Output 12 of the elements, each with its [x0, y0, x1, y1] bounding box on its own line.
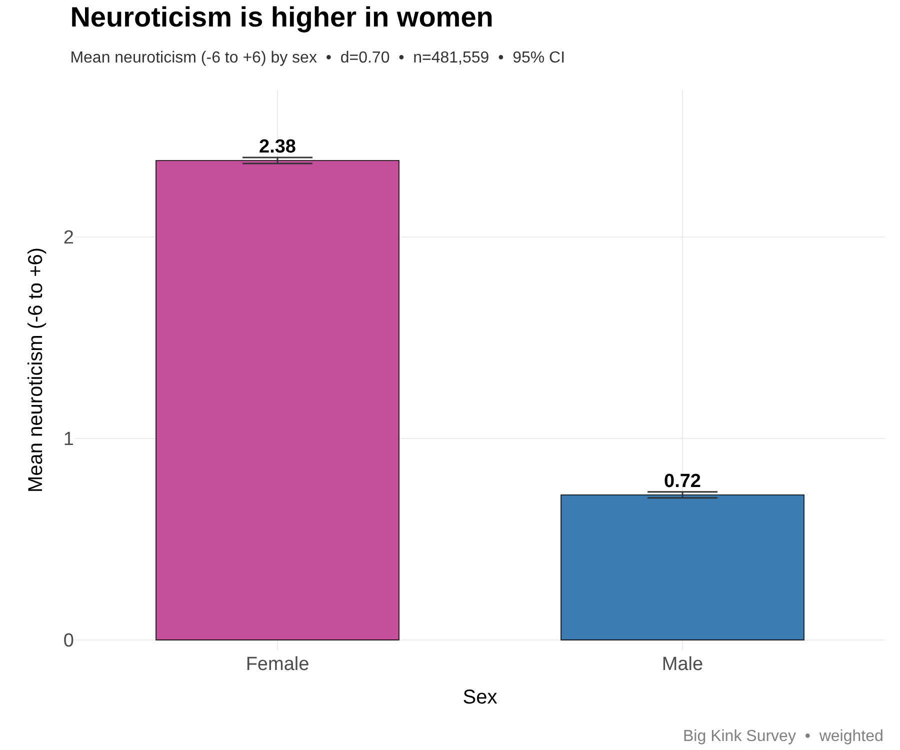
text: Big Kink Survey • weighted	[683, 728, 884, 745]
y-tick-label: 0	[63, 630, 74, 652]
x-tick-label: Male	[662, 654, 704, 675]
chart-subtitle: Mean neuroticism (-6 to +6) by sex • d=0.70 • n=481,559 • 95% CI	[70, 50, 566, 67]
x-tick-label: Female	[246, 654, 310, 675]
y-axis-title: Mean neuroticism (-6 to +6)	[24, 247, 47, 493]
data-label: 2.38	[259, 136, 296, 158]
y-tick-label: 2	[63, 228, 74, 249]
x-axis-title: Sex	[462, 686, 498, 708]
data-label: 0.72	[664, 470, 701, 492]
y-tick-label: 1	[63, 429, 74, 450]
chart-title: Neuroticism is higher in women	[70, 1, 494, 32]
